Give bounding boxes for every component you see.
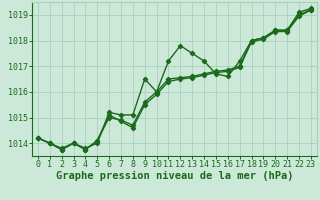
X-axis label: Graphe pression niveau de la mer (hPa): Graphe pression niveau de la mer (hPa): [56, 171, 293, 181]
